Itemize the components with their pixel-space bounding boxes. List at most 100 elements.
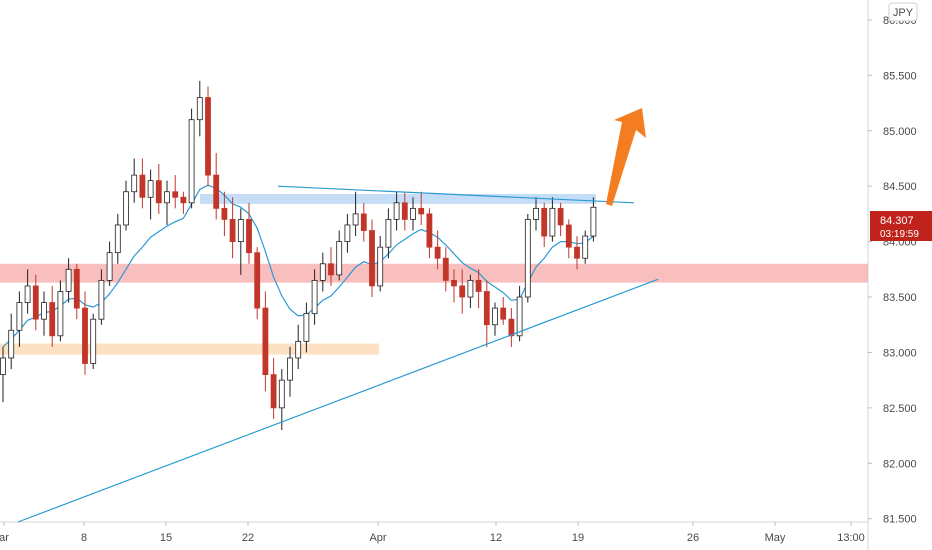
- candle-up: [410, 207, 416, 220]
- candle-up: [352, 213, 359, 226]
- x-tick-label: 8: [81, 532, 87, 544]
- candle-up: [516, 296, 523, 337]
- candle-up: [65, 268, 72, 292]
- x-tick-label: May: [765, 532, 786, 544]
- zone-support: [0, 263, 868, 283]
- candle-up: [344, 224, 351, 243]
- candle-up: [114, 224, 121, 254]
- candle-up: [196, 97, 203, 121]
- y-tick-label: 84.500: [883, 181, 917, 193]
- candle-down: [401, 202, 408, 220]
- candle-down: [483, 291, 490, 326]
- candle-up: [311, 279, 318, 315]
- candle-up: [106, 252, 113, 281]
- upper-trendline: [277, 185, 635, 204]
- candle-up: [295, 340, 302, 359]
- price-axis[interactable]: 86.00085.50085.00084.50084.00083.50083.0…: [868, 15, 917, 526]
- candle-up: [188, 119, 195, 204]
- candle-down: [229, 219, 236, 243]
- candle-up: [123, 191, 129, 226]
- y-tick-label: 82.000: [883, 458, 917, 470]
- x-tick-label: 13:00: [837, 532, 865, 544]
- candle-down: [49, 302, 56, 337]
- candle-up: [336, 241, 343, 276]
- currency-badge[interactable]: JPY: [888, 2, 918, 22]
- trendlines-layer: [17, 185, 659, 523]
- candle-up: [385, 219, 392, 248]
- candle-down: [369, 230, 375, 287]
- candle-up: [131, 174, 138, 193]
- last-price-value: 84.307: [880, 215, 914, 227]
- candle-down: [500, 307, 507, 320]
- candle-up: [90, 318, 97, 364]
- candle-up: [524, 219, 531, 298]
- candle-up: [41, 302, 47, 320]
- candle-down: [205, 97, 211, 176]
- x-tick-label: 15: [160, 532, 172, 544]
- candle-up: [57, 291, 64, 337]
- last-price-tag: 84.307 03:19:59: [870, 211, 932, 241]
- candle-down: [270, 374, 277, 409]
- zones-layer: [0, 193, 868, 355]
- candle-down: [557, 207, 564, 226]
- arrow-layer: [606, 108, 646, 206]
- rising-trendline: [17, 278, 659, 523]
- candle-down: [475, 279, 482, 292]
- y-tick-label: 85.000: [883, 126, 917, 138]
- candle-down: [213, 174, 220, 209]
- candle-down: [139, 174, 146, 198]
- candle-up: [8, 329, 15, 359]
- y-tick-label: 83.000: [883, 347, 917, 359]
- candle-down: [451, 279, 457, 287]
- candle-down: [328, 263, 334, 276]
- x-tick-label: 22: [242, 532, 254, 544]
- candle-up: [319, 263, 326, 281]
- candle-down: [254, 252, 261, 309]
- candle-down: [434, 246, 441, 259]
- currency-label: JPY: [893, 7, 914, 19]
- candle-down: [221, 207, 228, 220]
- candle-up: [0, 357, 6, 375]
- candle-up: [16, 302, 23, 331]
- x-tick-label: ar: [0, 532, 9, 544]
- candle-up: [590, 206, 597, 237]
- candle-down: [32, 285, 39, 320]
- candle-down: [574, 246, 580, 259]
- candle-up: [237, 219, 244, 243]
- breakout-arrow: [606, 108, 646, 206]
- y-tick-label: 85.500: [883, 70, 917, 82]
- candle-down: [246, 219, 252, 254]
- candle-up: [147, 180, 154, 198]
- candle-up: [164, 191, 170, 204]
- candle-up: [287, 357, 293, 381]
- x-tick-label: 12: [490, 532, 502, 544]
- y-tick-label: 82.500: [883, 403, 917, 415]
- candle-up: [533, 207, 539, 220]
- candle-up: [303, 313, 310, 342]
- candle-down: [155, 180, 162, 204]
- candle-down: [508, 318, 515, 337]
- candle-down: [426, 213, 433, 248]
- candle-down: [565, 224, 572, 248]
- x-tick-label: Apr: [369, 532, 386, 544]
- bar-countdown: 03:19:59: [880, 229, 919, 240]
- candle-up: [582, 235, 589, 259]
- candles-layer: [0, 80, 597, 431]
- x-tick-label: 26: [687, 532, 699, 544]
- zone-lower-support: [0, 343, 379, 355]
- candle-up: [98, 279, 105, 320]
- candle-down: [459, 285, 466, 298]
- candle-up: [278, 379, 285, 409]
- y-tick-label: 83.500: [883, 292, 917, 304]
- candle-down: [541, 207, 548, 237]
- candle-down: [82, 307, 88, 364]
- x-tick-label: 19: [572, 532, 584, 544]
- candle-down: [172, 191, 179, 198]
- time-axis[interactable]: ar 8 15 22 Apr 12 19 26 May 13:00: [0, 522, 865, 544]
- candle-down: [73, 268, 80, 309]
- y-tick-label: 81.500: [883, 514, 917, 526]
- candle-down: [180, 196, 187, 204]
- candle-down: [262, 307, 269, 375]
